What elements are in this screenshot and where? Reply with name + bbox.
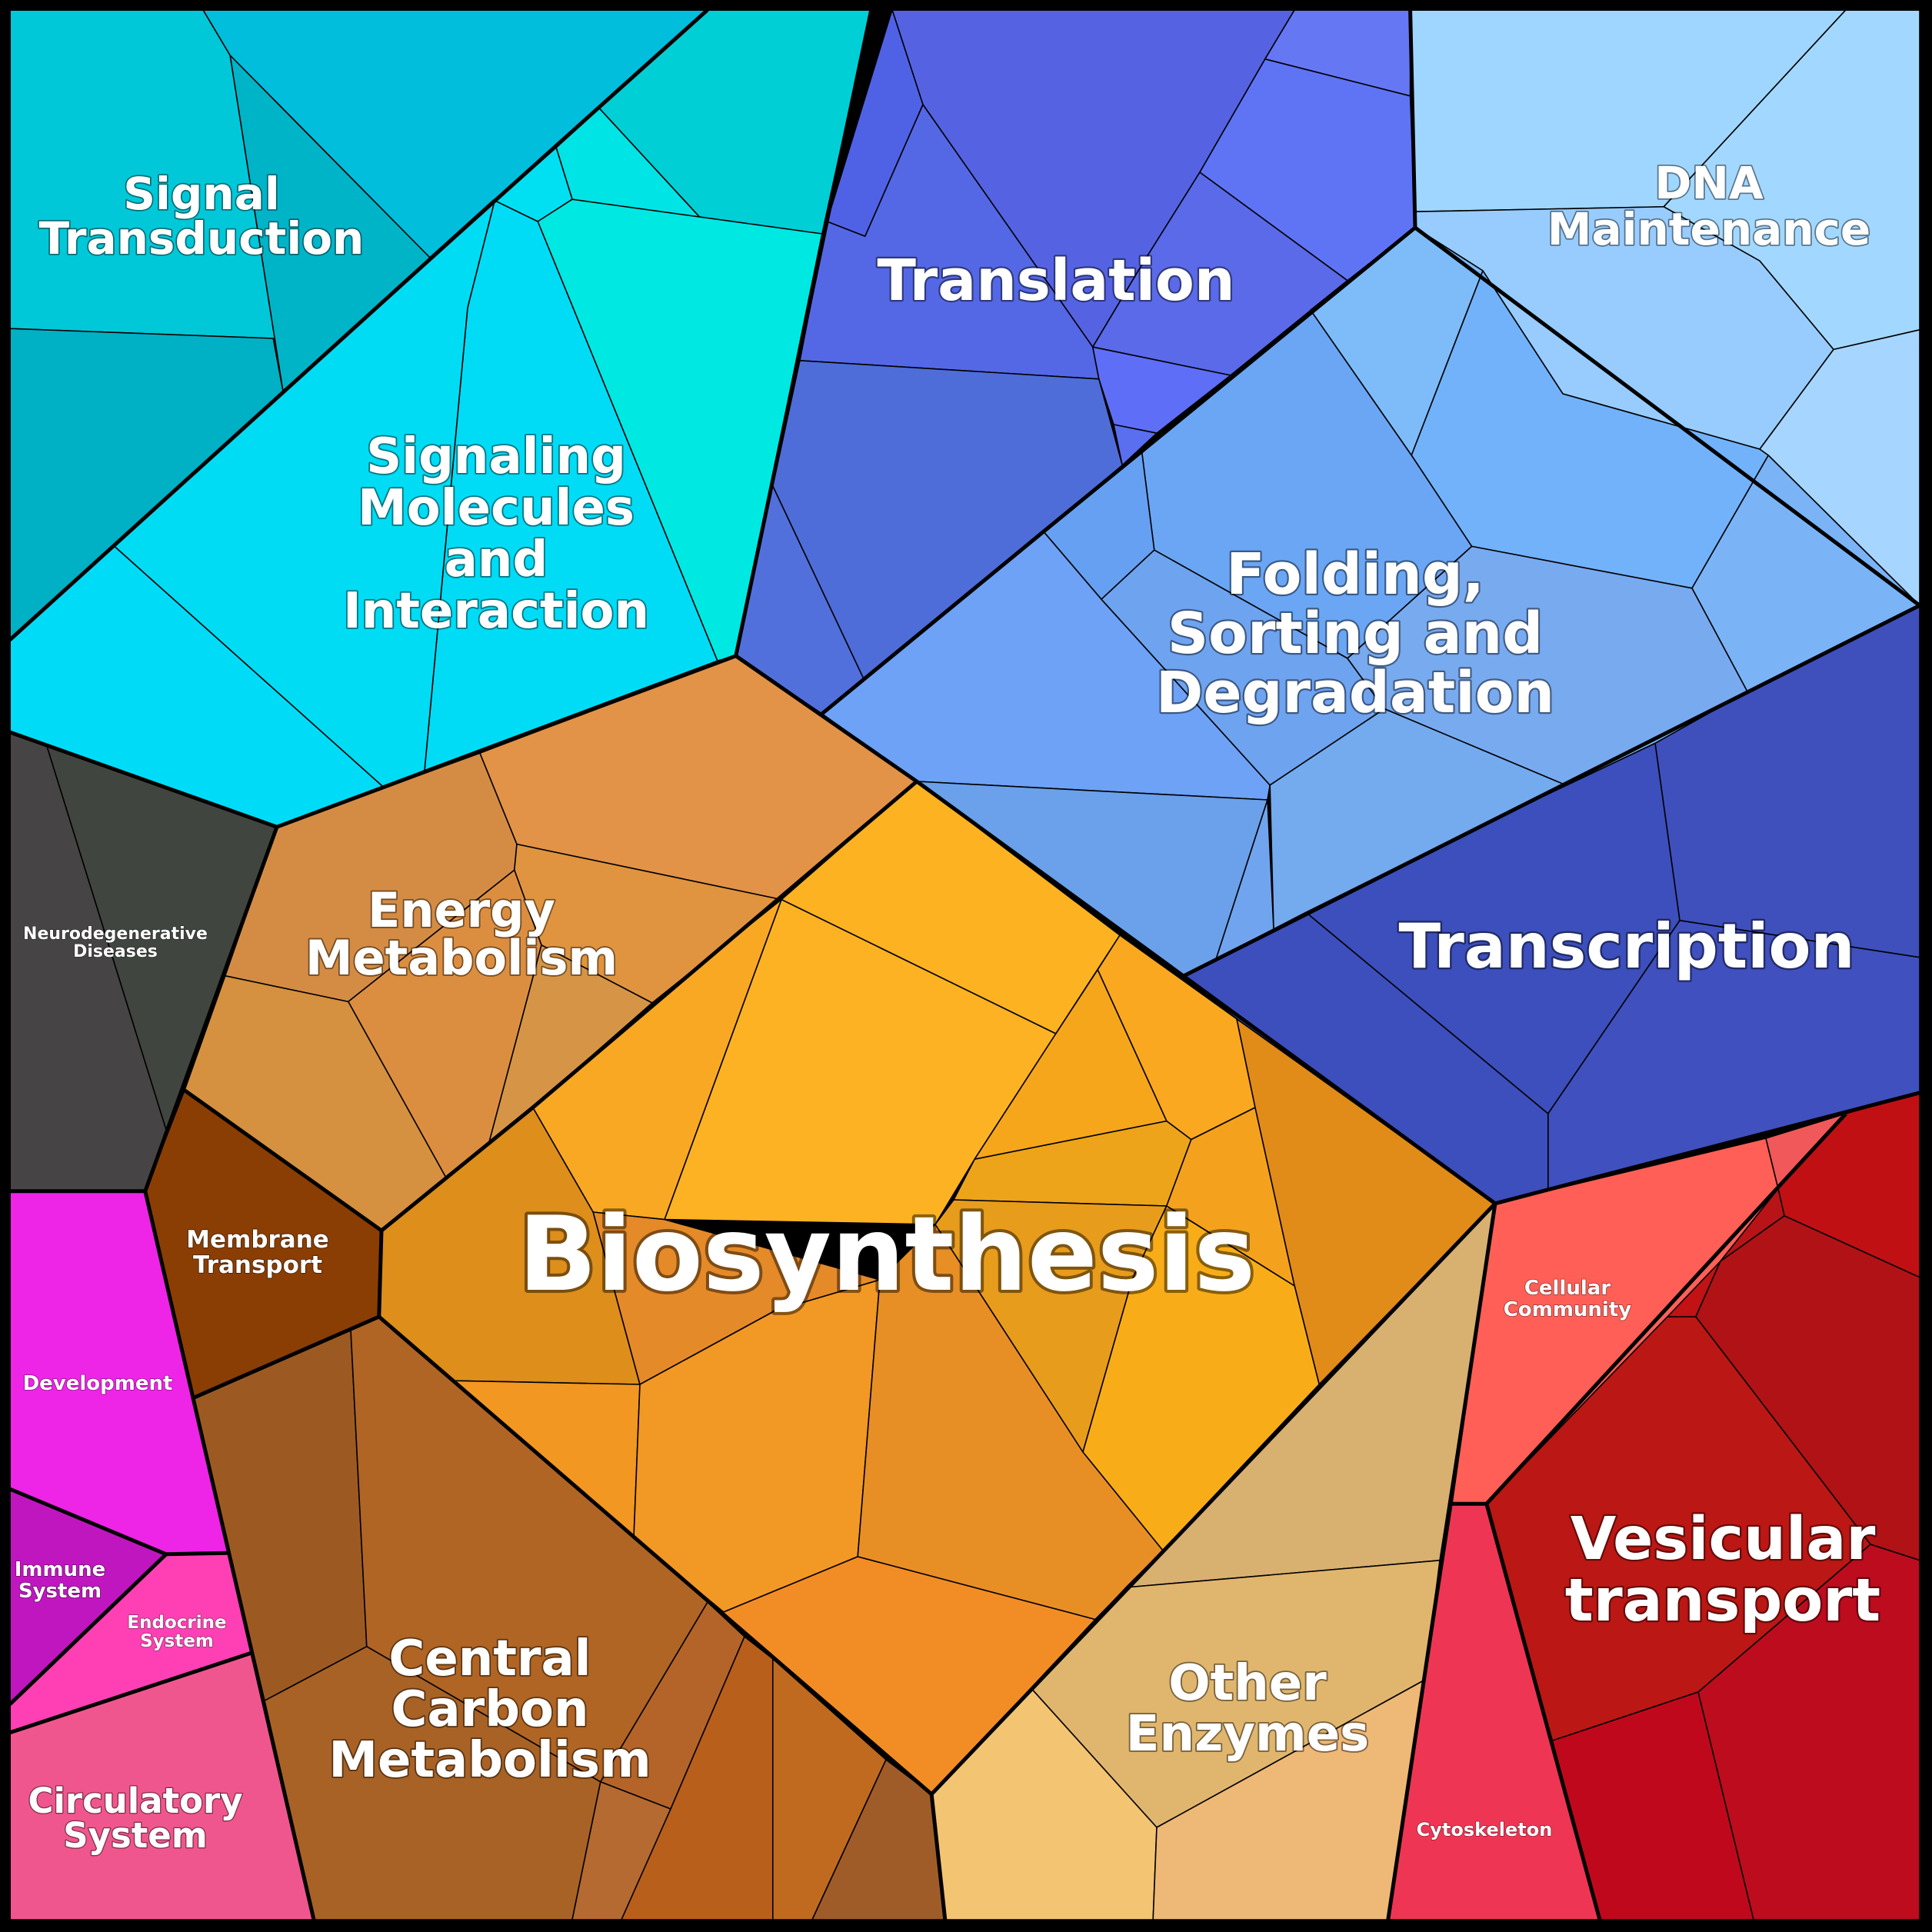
folding-sorting-label-line-1: Folding, xyxy=(1226,541,1484,608)
signaling-molecules-label-line-2: Molecules xyxy=(358,480,635,537)
other-enzymes-label-line-1: Other xyxy=(1168,1655,1327,1712)
translation-label-line-1: Translation xyxy=(877,248,1234,314)
region-boundary-13 xyxy=(929,1794,948,1920)
central-carbon-label: Central Carbon Metabolism xyxy=(328,1631,651,1789)
immune-system-label-line-2: System xyxy=(18,1580,102,1603)
signal-transduction-label-line-1: Signal xyxy=(123,168,279,220)
circulatory-system-label-line-2: System xyxy=(63,1815,207,1856)
energy-metabolism-label: Energy Metabolism xyxy=(305,882,618,986)
dna-maintenance-label: DNA Maintenance xyxy=(1547,157,1871,255)
vesicular-transport-label-line-2: transport xyxy=(1565,1567,1880,1635)
immune-system-label: Immune System xyxy=(15,1558,106,1603)
other-enzymes-label-line-2: Enzymes xyxy=(1126,1706,1369,1763)
region-boundary-11 xyxy=(380,780,918,1232)
vesicular-transport-label: Vesicular transport xyxy=(1565,1505,1880,1635)
membrane-transport-label-line-2: Transport xyxy=(193,1251,322,1279)
region-boundary-16 xyxy=(1484,1503,1602,1920)
cellular-community-label-line-1: Cellular xyxy=(1524,1277,1611,1300)
region-boundary-1 xyxy=(8,198,496,641)
signaling-molecules-label-line-1: Signaling xyxy=(366,428,626,485)
signaling-molecules-label-line-3: and xyxy=(445,531,548,588)
vesicular-transport-cell-7 xyxy=(1667,1261,1721,1317)
neurodegenerative-label-line-2: Diseases xyxy=(73,942,158,961)
signaling-molecules-label-line-4: Interaction xyxy=(343,583,649,640)
development-label-line-1: Development xyxy=(23,1372,173,1395)
central-carbon-label-line-1: Central xyxy=(388,1631,591,1687)
cytoskeleton-label-line-1: Cytoskeleton xyxy=(1417,1819,1553,1840)
folding-sorting-label: Folding, Sorting and Degradation xyxy=(1156,541,1554,726)
neurodegenerative-label-line-1: Neurodegenerative xyxy=(23,924,208,944)
development-label: Development xyxy=(23,1372,173,1395)
region-boundary-10 xyxy=(183,1088,384,1400)
vesicular-transport-cell-6 xyxy=(1697,1544,1920,1920)
immune-system-label-line-1: Immune xyxy=(15,1558,106,1581)
transcription-label: Transcription xyxy=(1399,911,1855,982)
dna-maintenance-label-line-2: Maintenance xyxy=(1547,203,1871,255)
vesicular-transport-label-line-1: Vesicular xyxy=(1571,1505,1876,1574)
region-boundary-17 xyxy=(143,1191,316,1920)
central-carbon-label-line-2: Carbon xyxy=(391,1681,588,1738)
cellular-community-label: Cellular Community xyxy=(1504,1277,1631,1321)
energy-metabolism-label-line-1: Energy xyxy=(368,882,555,938)
region-boundary-6 xyxy=(1414,225,1921,608)
translation-label: Translation xyxy=(877,248,1234,314)
cytoskeleton-label: Cytoskeleton xyxy=(1417,1819,1553,1840)
circulatory-system-label-line-1: Circulatory xyxy=(28,1780,242,1821)
dna-maintenance-label-line-1: DNA xyxy=(1654,157,1764,209)
translation-cell-8 xyxy=(1113,424,1158,466)
membrane-transport-label: Membrane Transport xyxy=(186,1226,329,1279)
region-boundary-3 xyxy=(8,9,874,829)
region-boundary-2 xyxy=(429,8,709,260)
biosynthesis-label: Biosynthesis xyxy=(518,1194,1255,1314)
signal-transduction-label-line-2: Transduction xyxy=(39,212,365,265)
endocrine-system-label: Endocrine System xyxy=(127,1613,226,1651)
endocrine-system-label-line-2: System xyxy=(140,1631,214,1651)
cellular-community-label-line-2: Community xyxy=(1504,1298,1631,1321)
region-boundary-8 xyxy=(1494,1091,1920,1206)
region-boundary-19 xyxy=(8,1552,168,1706)
folding-sorting-label-line-3: Degradation xyxy=(1156,660,1554,726)
membrane-transport-label-line-1: Membrane xyxy=(186,1226,329,1254)
region-boundary-5 xyxy=(821,9,1417,715)
neurodegenerative-label: Neurodegenerative Diseases xyxy=(23,924,208,961)
region-boundary-7 xyxy=(1183,603,1921,978)
folding-sorting-label-line-2: Sorting and xyxy=(1168,601,1543,667)
biosynthesis-label-line-1: Biosynthesis xyxy=(518,1194,1255,1314)
energy-metabolism-label-line-2: Metabolism xyxy=(305,930,618,986)
signaling-molecules-label: Signaling Molecules and Interaction xyxy=(343,428,649,640)
signal-transduction-label: Signal Transduction xyxy=(39,168,365,265)
other-enzymes-label: Other Enzymes xyxy=(1126,1655,1369,1763)
circulatory-system-label: Circulatory System xyxy=(28,1780,242,1856)
central-carbon-label-line-3: Metabolism xyxy=(328,1732,651,1789)
transcription-label-line-1: Transcription xyxy=(1399,911,1855,982)
region-boundary-20 xyxy=(9,1651,253,1735)
region-boundary-14 xyxy=(1386,1203,1497,1920)
endocrine-system-label-line-1: Endocrine xyxy=(127,1613,226,1633)
